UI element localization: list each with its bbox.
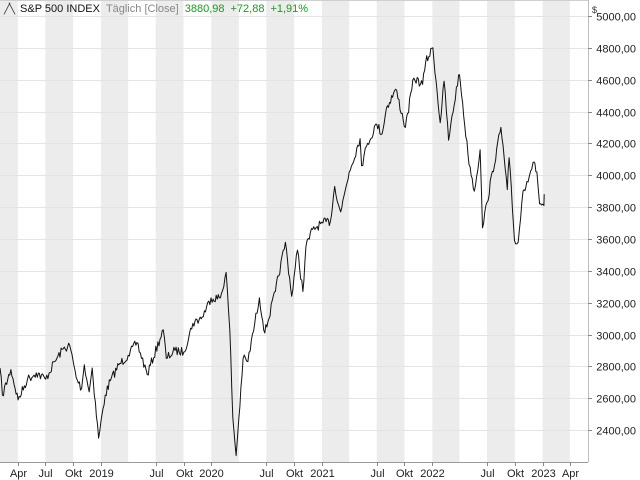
last-price: 3880,98: [184, 3, 225, 15]
price-line: [0, 47, 545, 457]
y-tick-label: 3800,00: [596, 203, 636, 215]
y-tick-label: 2600,00: [596, 394, 636, 406]
grid-lines: [0, 16, 588, 431]
quarter-band: [266, 0, 295, 462]
x-tick-label: 2021: [310, 468, 334, 480]
x-tick-label: Okt: [65, 468, 82, 480]
quarter-band: [100, 0, 129, 462]
x-tick-label: Jul: [149, 468, 163, 480]
x-tick-label: Okt: [396, 468, 413, 480]
currency-label: $: [592, 5, 598, 15]
quarter-band: [45, 0, 74, 462]
y-tick-label: 2400,00: [596, 426, 636, 438]
y-tick-label: 3600,00: [596, 235, 636, 247]
y-tick-label: 3200,00: [596, 299, 636, 311]
x-tick-label: 2020: [199, 468, 223, 480]
price-change: +72,88: [230, 3, 265, 15]
x-axis: Apr Jul Okt 2019 Jul Okt 2020 Jul Okt 2021 Jul Okt 2…: [10, 462, 579, 480]
quarter-band: [0, 0, 18, 462]
x-tick-label: Okt: [507, 468, 524, 480]
quarter-band: [376, 0, 405, 462]
y-tick-label: 2800,00: [596, 362, 636, 374]
quarter-band: [155, 0, 184, 462]
x-tick-label: Jul: [259, 468, 273, 480]
x-tick-label: 2023: [531, 468, 555, 480]
quarter-band: [542, 0, 570, 462]
y-tick-label: 4200,00: [596, 139, 636, 151]
y-tick-label: 3000,00: [596, 331, 636, 343]
y-tick-label: 3400,00: [596, 267, 636, 279]
chart-legend: ╱╲ S&P 500 INDEX Täglich [Close] 3880,98…: [4, 3, 308, 15]
x-tick-label: Apr: [562, 468, 579, 480]
x-tick-label: Okt: [176, 468, 193, 480]
x-tick-label: Apr: [10, 468, 27, 480]
x-tick-label: Jul: [38, 468, 52, 480]
quarter-band: [321, 0, 350, 462]
y-tick-label: 4600,00: [596, 76, 636, 88]
x-tick-label: Jul: [370, 468, 384, 480]
alternating-bands: [0, 0, 570, 462]
y-tick-label: 4800,00: [596, 44, 636, 56]
index-name: S&P 500 INDEX: [20, 3, 100, 15]
line-chart-icon: ╱╲: [4, 3, 15, 15]
y-tick-label: 4400,00: [596, 108, 636, 120]
quarter-band: [432, 0, 460, 462]
y-tick-label: 5000,00: [596, 12, 636, 24]
percent-change: +1,91%: [270, 3, 309, 15]
x-tick-label: 2022: [420, 468, 444, 480]
y-axis: 2400,00 2600,00 2800,00 3000,00 3200,00 3400,…: [588, 12, 636, 438]
x-tick-label: Jul: [480, 468, 494, 480]
interval-mode: Täglich [Close]: [105, 3, 179, 15]
quarter-band: [487, 0, 515, 462]
y-tick-label: 4000,00: [596, 171, 636, 183]
x-tick-label: 2019: [89, 468, 113, 480]
x-tick-label: Okt: [286, 468, 303, 480]
quarter-band: [211, 0, 239, 462]
